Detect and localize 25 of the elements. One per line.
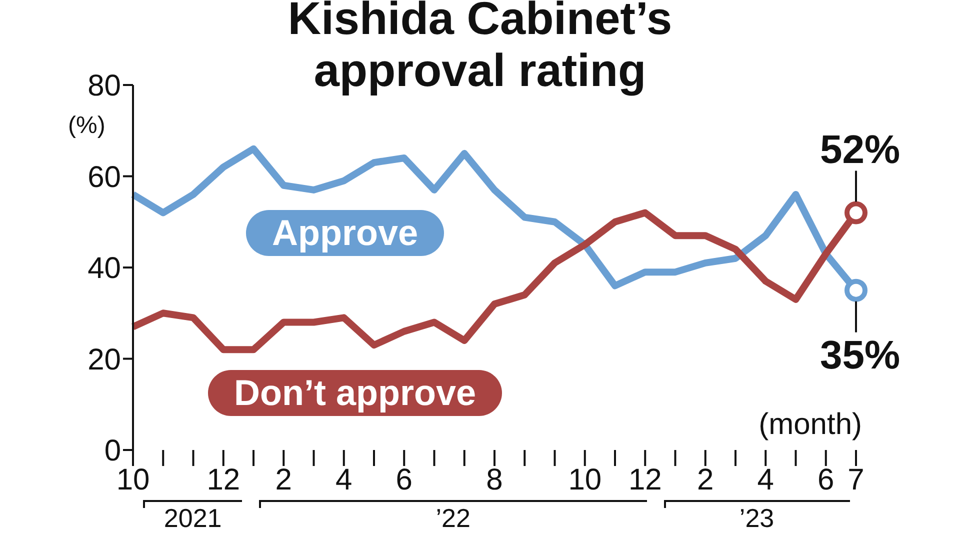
series-label: Don’t approve <box>208 370 502 416</box>
text: 2021 <box>164 503 222 534</box>
x-tick-label: 6 <box>396 463 412 496</box>
x-tick-label: 8 <box>486 463 503 496</box>
text: ’23 <box>739 503 774 534</box>
y-tick-label: 80 <box>88 70 121 103</box>
text: ’22 <box>436 503 470 534</box>
y-tick-label: 20 <box>88 343 121 376</box>
x-tick-label: 6 <box>818 463 834 496</box>
x-tick-label: 12 <box>628 463 662 496</box>
x-tick-label: 4 <box>757 463 774 496</box>
data-label: 35% <box>820 333 900 378</box>
x-tick-label: 2 <box>275 463 292 496</box>
x-tick-label: 12 <box>206 463 240 496</box>
x-tick-label: 10 <box>568 463 602 496</box>
data-label: 52% <box>820 128 900 172</box>
y-tick-label: 40 <box>88 252 121 286</box>
x-tick-label: 2 <box>697 463 714 496</box>
series-label: Approve <box>246 210 444 256</box>
chart-title: Kishida Cabinet’s approval rating <box>288 0 672 96</box>
x-tick-label: 7 <box>848 463 864 496</box>
x-axis-title: (month) <box>758 408 862 442</box>
y-axis-title: (%) <box>68 112 106 140</box>
y-tick-label: 60 <box>88 160 121 194</box>
x-tick-label: 4 <box>336 463 352 496</box>
